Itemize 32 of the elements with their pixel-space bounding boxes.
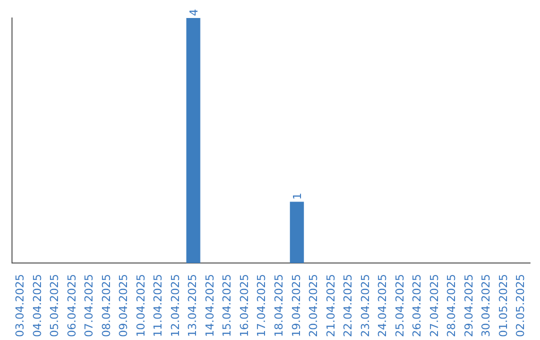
x-tick-label: 14.04.2025 (203, 274, 216, 338)
x-tick-label: 03.04.2025 (13, 274, 26, 338)
data-label: 4 (187, 9, 200, 16)
x-tick-label: 28.04.2025 (445, 274, 458, 338)
x-tick-label: 19.04.2025 (290, 274, 303, 338)
data-label: 1 (290, 192, 304, 200)
x-tick-label: 20.04.2025 (307, 274, 320, 338)
x-tick-label: 22.04.2025 (342, 274, 355, 338)
x-tick-label: 18.04.2025 (272, 274, 286, 338)
x-tick-label: 01.05.2025 (496, 274, 510, 338)
x-tick-label: 25.04.2025 (393, 274, 406, 338)
x-tick-label: 05.04.2025 (48, 274, 62, 338)
x-tick-label: 13.04.2025 (186, 274, 200, 338)
x-tick-label: 16.04.2025 (238, 274, 251, 338)
x-tick-label: 17.04.2025 (255, 274, 268, 338)
x-tick-label: 15.04.2025 (220, 274, 234, 338)
x-tick-label: 12.04.2025 (168, 274, 182, 338)
x-tick-label: 30.04.2025 (480, 274, 493, 338)
x-tick-label: 21.04.2025 (324, 274, 338, 338)
x-tick-label: 29.04.2025 (462, 274, 476, 338)
x-tick-label: 27.04.2025 (428, 274, 441, 338)
x-tick-label: 07.04.2025 (82, 274, 96, 338)
x-tick-label: 08.04.2025 (100, 274, 113, 338)
x-tick-label: 04.04.2025 (30, 274, 44, 338)
x-tick-label: 11.04.2025 (152, 274, 165, 338)
x-tick-label: 06.04.2025 (65, 274, 78, 338)
x-tick-label: 02.05.2025 (514, 274, 528, 338)
x-tick-label: 24.04.2025 (376, 274, 390, 338)
x-tick-label: 23.04.2025 (358, 274, 372, 338)
x-tick-label: 09.04.2025 (117, 274, 130, 338)
x-tick-label: 26.04.2025 (410, 274, 424, 338)
x-tick-label: 10.04.2025 (134, 274, 148, 338)
